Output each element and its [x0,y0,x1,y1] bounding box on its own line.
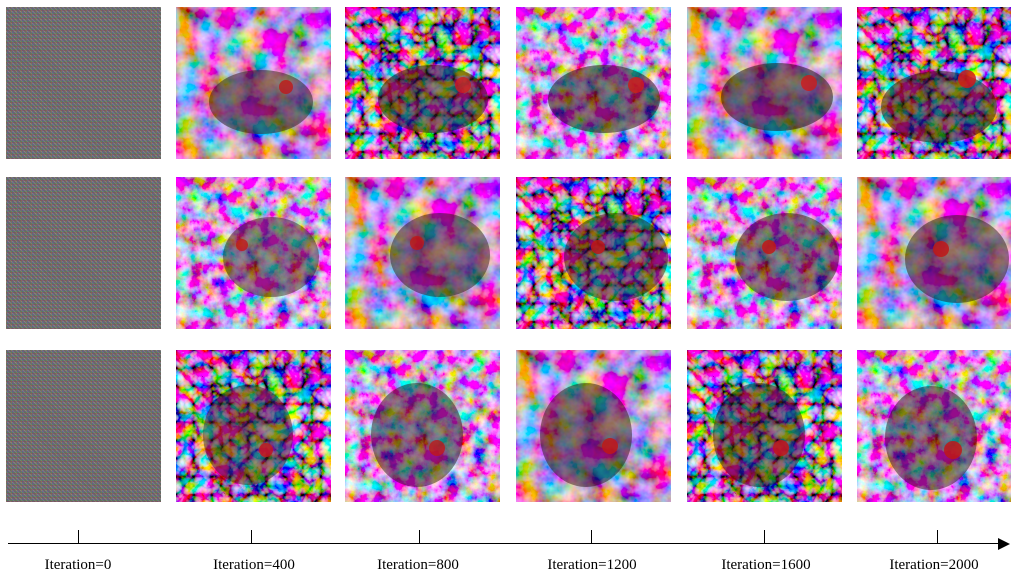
axis-tick [591,530,592,543]
bird-image-r2-c3 [345,177,500,329]
axis-arrow-icon [998,538,1010,550]
bird-image-r1-c5 [687,7,842,159]
axis-label-iteration-400: Iteration=400 [213,557,295,573]
axis-tick [937,530,938,543]
axis-tick [764,530,765,543]
axis-label-iteration-800: Iteration=800 [377,557,459,573]
axis-label-iteration-1200: Iteration=1200 [547,557,637,573]
axis-label-iteration-2000: Iteration=2000 [889,557,979,573]
bird-image-r1-c4 [516,7,671,159]
bird-image-r2-c5 [687,177,842,329]
axis-label-iteration-0: Iteration=0 [44,557,112,573]
bird-image-r3-c3 [345,350,500,502]
bird-image-r3-c5 [687,350,842,502]
bird-image-r3-c2 [176,350,331,502]
bird-image-r2-c2 [176,177,331,329]
axis-tick [251,530,252,543]
bird-image-r3-c4 [516,350,671,502]
bird-image-r2-c4 [516,177,671,329]
noise-image-r2-c1 [6,177,161,329]
axis-tick [78,530,79,543]
bird-image-r1-c2 [176,7,331,159]
axis-tick [419,530,420,543]
iteration-axis-line [8,543,1004,544]
bird-image-r2-c6 [857,177,1011,329]
noise-image-r1-c1 [6,7,161,159]
bird-image-r3-c6 [857,350,1011,502]
bird-image-r1-c3 [345,7,500,159]
axis-label-iteration-1600: Iteration=1600 [721,557,811,573]
bird-image-r1-c6 [857,7,1011,159]
noise-image-r3-c1 [6,350,161,502]
